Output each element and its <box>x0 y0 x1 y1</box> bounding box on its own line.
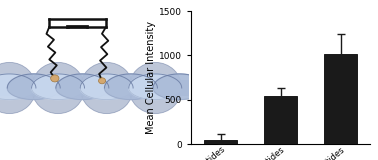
Circle shape <box>99 78 105 84</box>
Polygon shape <box>49 19 106 27</box>
FancyBboxPatch shape <box>45 80 96 96</box>
FancyBboxPatch shape <box>93 80 144 96</box>
FancyBboxPatch shape <box>20 80 71 96</box>
Circle shape <box>51 75 59 82</box>
FancyBboxPatch shape <box>69 80 120 96</box>
Ellipse shape <box>80 62 133 114</box>
Polygon shape <box>0 74 36 100</box>
Polygon shape <box>7 74 60 100</box>
Ellipse shape <box>129 62 182 114</box>
Polygon shape <box>104 74 157 100</box>
Ellipse shape <box>0 62 36 114</box>
FancyBboxPatch shape <box>118 80 169 96</box>
Bar <box>204 140 237 144</box>
Polygon shape <box>80 74 133 100</box>
Polygon shape <box>129 74 182 100</box>
FancyBboxPatch shape <box>142 80 193 96</box>
Bar <box>324 54 357 144</box>
FancyBboxPatch shape <box>0 80 47 96</box>
Y-axis label: Mean Cellular Intensity: Mean Cellular Intensity <box>146 21 156 134</box>
Ellipse shape <box>32 62 85 114</box>
Polygon shape <box>56 74 109 100</box>
Bar <box>264 96 297 144</box>
Polygon shape <box>32 74 85 100</box>
Polygon shape <box>153 74 206 100</box>
